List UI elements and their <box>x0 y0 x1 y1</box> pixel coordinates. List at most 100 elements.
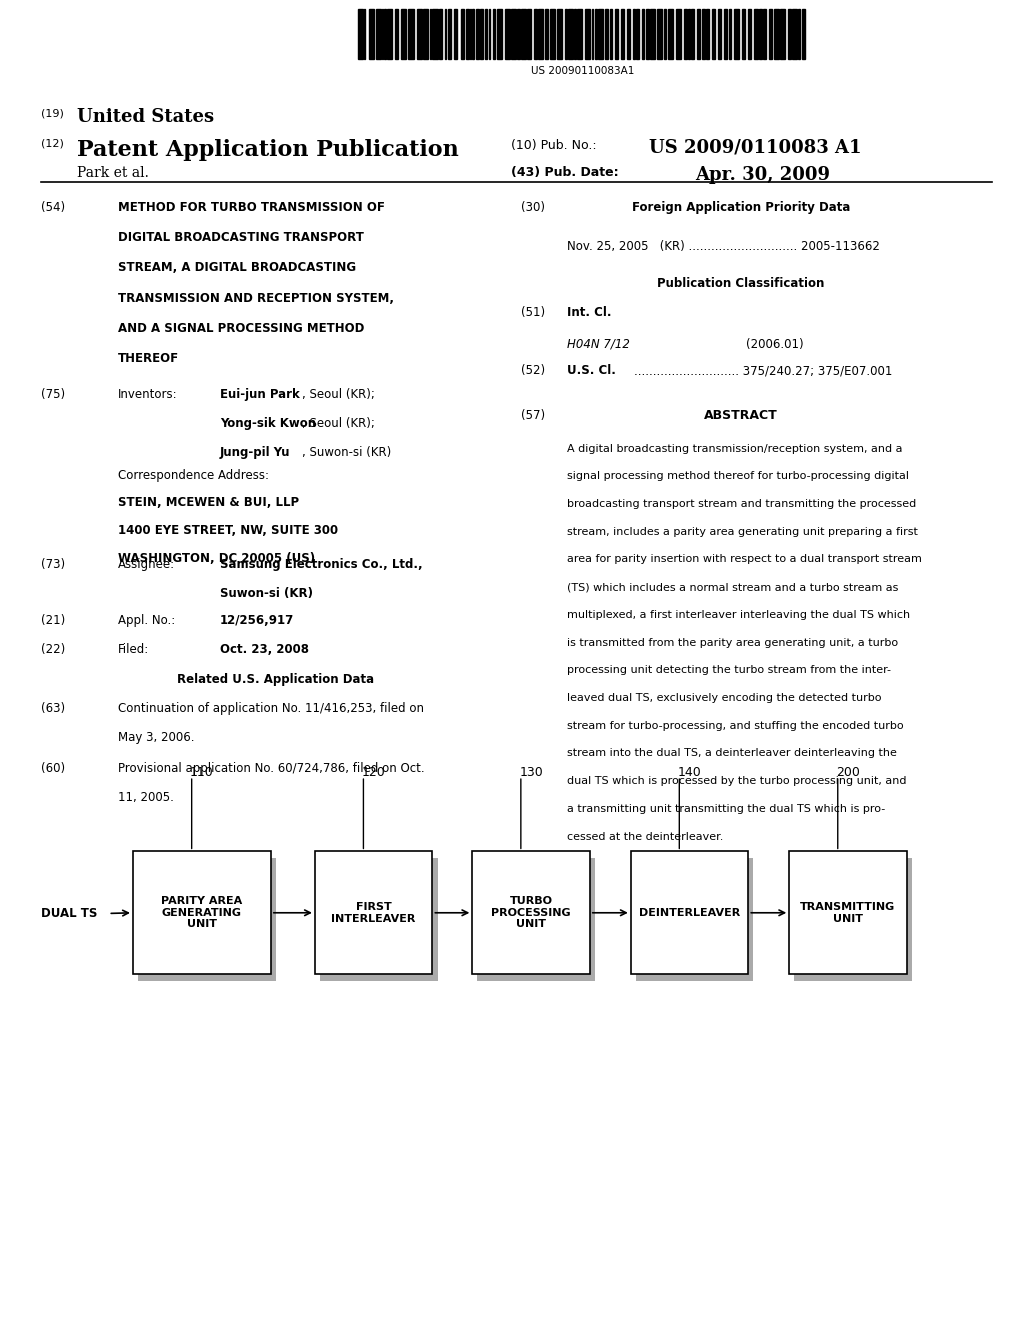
Text: May 3, 2006.: May 3, 2006. <box>118 731 195 744</box>
Bar <box>488 9 490 59</box>
Bar <box>656 9 662 59</box>
Bar <box>605 9 608 59</box>
Text: is transmitted from the parity area generating unit, a turbo: is transmitted from the parity area gene… <box>567 638 898 648</box>
Bar <box>668 9 673 59</box>
Bar <box>734 9 739 59</box>
Bar <box>755 9 758 59</box>
Bar <box>769 9 772 59</box>
Bar <box>401 9 407 59</box>
Bar <box>636 858 754 981</box>
Text: STEIN, MCEWEN & BUI, LLP: STEIN, MCEWEN & BUI, LLP <box>118 496 299 510</box>
Text: (63): (63) <box>41 702 65 715</box>
Bar <box>585 9 590 59</box>
Text: signal processing method thereof for turbo-processing digital: signal processing method thereof for tur… <box>567 471 909 482</box>
Bar <box>774 9 779 59</box>
Bar <box>138 858 276 981</box>
Bar <box>511 9 516 59</box>
Bar <box>676 9 681 59</box>
Bar <box>497 9 502 59</box>
Text: stream, includes a parity area generating unit preparing a first: stream, includes a parity area generatin… <box>567 527 919 537</box>
Bar <box>387 9 392 59</box>
Text: Oct. 23, 2008: Oct. 23, 2008 <box>220 643 309 656</box>
Text: a transmitting unit transmitting the dual TS which is pro-: a transmitting unit transmitting the dua… <box>567 804 886 814</box>
Bar <box>545 9 548 59</box>
Text: (30): (30) <box>521 201 546 214</box>
Bar <box>466 9 469 59</box>
Bar <box>598 9 603 59</box>
Bar <box>470 9 471 59</box>
Bar <box>742 9 745 59</box>
Text: Samsung Electronics Co., Ltd.,: Samsung Electronics Co., Ltd., <box>220 558 423 572</box>
Bar <box>432 9 437 59</box>
Bar <box>472 851 590 974</box>
Bar <box>430 9 431 59</box>
Text: Patent Application Publication: Patent Application Publication <box>77 139 459 161</box>
Text: ............................ 375/240.27; 375/E07.001: ............................ 375/240.27;… <box>634 364 892 378</box>
Bar <box>780 9 785 59</box>
Text: AND A SIGNAL PROCESSING METHOD: AND A SIGNAL PROCESSING METHOD <box>118 322 364 335</box>
Bar <box>749 9 752 59</box>
Text: Filed:: Filed: <box>118 643 148 656</box>
Bar <box>455 9 458 59</box>
Text: A digital broadcasting transmission/reception system, and a: A digital broadcasting transmission/rece… <box>567 444 903 454</box>
Text: (75): (75) <box>41 388 65 401</box>
Bar <box>577 9 582 59</box>
Bar <box>645 9 648 59</box>
Bar <box>494 9 495 59</box>
Bar <box>376 9 381 59</box>
Text: Appl. No.:: Appl. No.: <box>118 614 175 627</box>
Bar <box>627 9 630 59</box>
Text: WASHINGTON, DC 20005 (US): WASHINGTON, DC 20005 (US) <box>118 552 314 565</box>
Text: DUAL TS: DUAL TS <box>41 907 97 920</box>
Text: Assignee:: Assignee: <box>118 558 175 572</box>
Bar <box>793 9 798 59</box>
Text: , Suwon-si (KR): , Suwon-si (KR) <box>302 446 391 459</box>
Text: (2006.01): (2006.01) <box>746 338 804 351</box>
Bar <box>614 9 617 59</box>
Text: multiplexed, a first interleaver interleaving the dual TS which: multiplexed, a first interleaver interle… <box>567 610 910 620</box>
Bar <box>517 9 520 59</box>
Bar <box>565 9 567 59</box>
Bar <box>799 9 800 59</box>
Bar <box>636 9 639 59</box>
Bar <box>505 9 510 59</box>
Bar <box>521 9 526 59</box>
Text: stream for turbo-processing, and stuffing the encoded turbo: stream for turbo-processing, and stuffin… <box>567 721 904 731</box>
Bar <box>788 9 792 59</box>
Text: (52): (52) <box>521 364 546 378</box>
Bar <box>477 858 595 981</box>
Bar <box>718 9 721 59</box>
Text: 11, 2005.: 11, 2005. <box>118 791 173 804</box>
Text: (57): (57) <box>521 409 546 422</box>
Text: Correspondence Address:: Correspondence Address: <box>118 469 268 482</box>
Text: Foreign Application Priority Data: Foreign Application Priority Data <box>632 201 850 214</box>
Bar <box>133 851 271 974</box>
Bar <box>527 9 530 59</box>
Text: (73): (73) <box>41 558 65 572</box>
Text: stream into the dual TS, a deinterleaver deinterleaving the: stream into the dual TS, a deinterleaver… <box>567 748 897 759</box>
Text: Park et al.: Park et al. <box>77 166 148 181</box>
Bar <box>369 9 374 59</box>
Bar <box>684 9 687 59</box>
Text: Suwon-si (KR): Suwon-si (KR) <box>220 587 312 601</box>
Text: TRANSMISSION AND RECEPTION SYSTEM,: TRANSMISSION AND RECEPTION SYSTEM, <box>118 292 393 305</box>
Bar <box>642 9 643 59</box>
Bar <box>557 9 562 59</box>
Bar <box>314 851 432 974</box>
Text: 1400 EYE STREET, NW, SUITE 300: 1400 EYE STREET, NW, SUITE 300 <box>118 524 338 537</box>
Text: (21): (21) <box>41 614 66 627</box>
Text: Apr. 30, 2009: Apr. 30, 2009 <box>695 166 830 185</box>
Bar <box>423 9 428 59</box>
Bar <box>729 9 731 59</box>
Text: STREAM, A DIGITAL BROADCASTING: STREAM, A DIGITAL BROADCASTING <box>118 261 355 275</box>
Bar <box>763 9 766 59</box>
Bar <box>696 9 699 59</box>
Bar <box>476 9 479 59</box>
Bar <box>444 9 446 59</box>
Text: DEINTERLEAVER: DEINTERLEAVER <box>639 908 740 917</box>
Bar <box>664 9 666 59</box>
Text: H04N 7/12: H04N 7/12 <box>567 338 630 351</box>
Bar <box>633 9 635 59</box>
Bar <box>485 9 486 59</box>
Text: broadcasting transport stream and transmitting the processed: broadcasting transport stream and transm… <box>567 499 916 510</box>
